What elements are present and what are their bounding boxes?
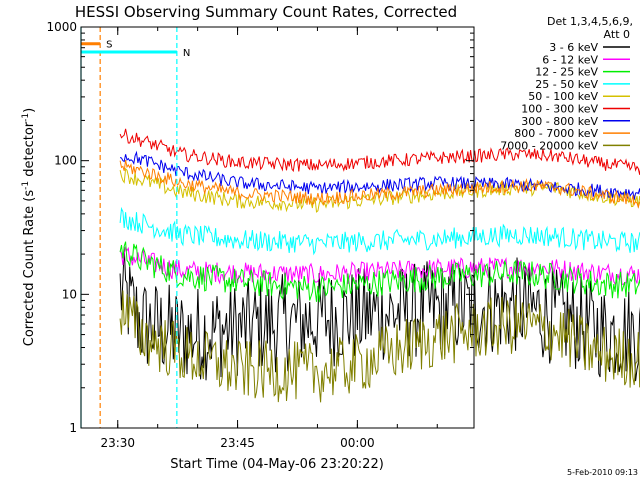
series-line bbox=[119, 241, 640, 303]
axis-ticks: 23:30 23:45 00:00 1 10 100 1000 bbox=[46, 20, 474, 450]
chart-title: HESSI Observing Summary Count Rates, Cor… bbox=[75, 3, 457, 21]
footer-timestamp: 5-Feb-2010 09:13 bbox=[567, 468, 638, 477]
y-axis-label: Corrected Count Rate (s-1 detector-1) bbox=[21, 108, 37, 346]
y-axis-label-mid: detector bbox=[22, 121, 37, 181]
series-line bbox=[119, 167, 640, 213]
y-tick-label: 1 bbox=[69, 421, 77, 435]
y-axis-label-end: ) bbox=[22, 108, 37, 113]
x-tick-label: 00:00 bbox=[340, 436, 375, 450]
legend-label: 800 - 7000 keV bbox=[514, 127, 598, 140]
x-tick-label: 23:45 bbox=[220, 436, 255, 450]
legend-label: 3 - 6 keV bbox=[549, 41, 598, 54]
legend-label: 7000 - 20000 keV bbox=[500, 139, 598, 152]
y-axis-label-sup1: -1 bbox=[21, 181, 31, 190]
flag-label: S bbox=[106, 40, 112, 51]
flag-label: N bbox=[183, 48, 190, 59]
legend-header-line1: Det 1,3,4,5,6,9, bbox=[547, 15, 633, 28]
y-tick-label: 100 bbox=[54, 154, 77, 168]
series-line bbox=[119, 245, 640, 285]
legend-label: 100 - 300 keV bbox=[521, 103, 598, 116]
y-axis-label-main: Corrected Count Rate (s bbox=[22, 190, 37, 347]
y-axis-label-sup2: -1 bbox=[21, 113, 31, 122]
series-line bbox=[119, 150, 640, 200]
legend-label: 50 - 100 keV bbox=[528, 90, 598, 103]
legend-label: 12 - 25 keV bbox=[535, 66, 598, 79]
legend-header-line2: Att 0 bbox=[604, 28, 630, 41]
legend-label: 300 - 800 keV bbox=[521, 115, 598, 128]
series-line bbox=[119, 128, 640, 175]
legend-label: 6 - 12 keV bbox=[542, 53, 598, 66]
series-line bbox=[119, 159, 640, 209]
legend-label: 25 - 50 keV bbox=[535, 78, 598, 91]
series-line bbox=[119, 246, 640, 382]
series-line bbox=[119, 206, 640, 256]
series-line bbox=[119, 290, 640, 403]
y-tick-label: 1000 bbox=[46, 20, 77, 34]
x-axis-label: Start Time (04-May-06 23:20:22) bbox=[170, 457, 384, 472]
y-tick-label: 10 bbox=[62, 287, 77, 301]
x-tick-label: 23:30 bbox=[100, 436, 135, 450]
